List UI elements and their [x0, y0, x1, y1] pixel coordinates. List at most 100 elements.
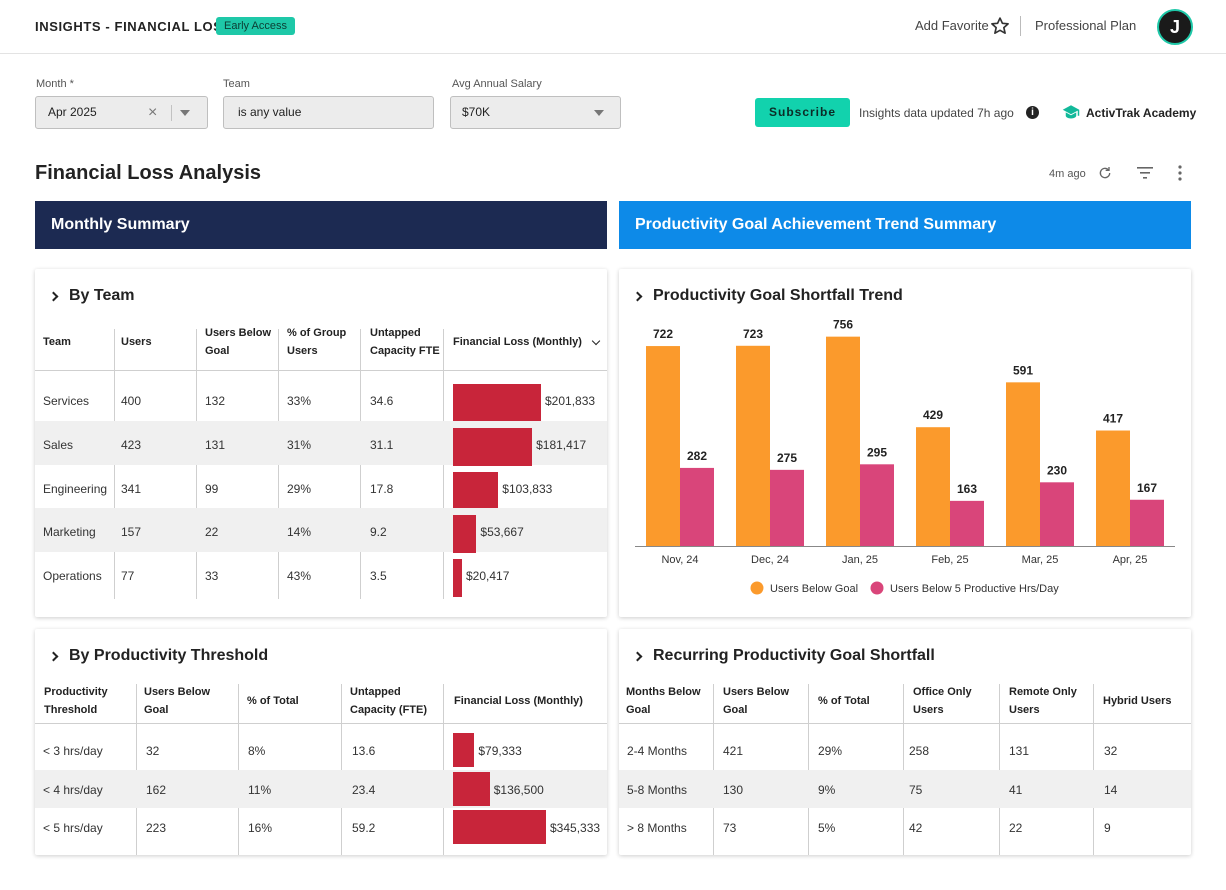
chevron-right-icon[interactable] [48, 651, 59, 662]
cell-threshold: < 3 hrs/day [43, 744, 103, 758]
cell-months: 2-4 Months [627, 744, 688, 758]
chart-data-label: 723 [743, 327, 763, 341]
by-team-title: By Team [69, 287, 135, 304]
col-header-office-only[interactable]: Office Only Users [913, 686, 972, 716]
chart-tick-label: Jan, 25 [842, 554, 878, 566]
chart-data-label: 722 [653, 327, 673, 341]
team-label: Team [223, 78, 250, 90]
cell-users: 341 [121, 481, 142, 496]
cell-team: Marketing [43, 525, 96, 540]
col-header-remote-only[interactable]: Remote Only Users [1009, 686, 1077, 716]
month-label: Month * [36, 78, 74, 90]
cell-pct-total: 16% [248, 821, 273, 835]
col-header-threshold[interactable]: Productivity Threshold [44, 686, 108, 716]
cell-untapped-fte: 59.2 [352, 821, 376, 835]
legend-entry: Users Below 5 Productive Hrs/Day [890, 583, 1059, 595]
chart-data-label: 275 [777, 451, 797, 465]
by-threshold-card: By Productivity Threshold Productivity T… [35, 629, 607, 855]
cell-untapped-fte: 34.6 [370, 394, 394, 408]
cell-financial-loss: $79,333 [478, 744, 522, 758]
legend-entry: Users Below Goal [770, 583, 858, 595]
header-divider [619, 723, 1191, 724]
avatar[interactable]: J [1157, 9, 1193, 45]
chevron-right-icon[interactable] [632, 651, 643, 662]
more-vertical-icon[interactable] [1175, 165, 1185, 181]
chevron-right-icon[interactable] [48, 291, 59, 302]
add-favorite-link[interactable]: Add Favorite [915, 18, 989, 33]
team-select[interactable]: is any value [223, 96, 434, 129]
financial-loss-bar [453, 559, 462, 598]
cell-pct-total: 5% [818, 821, 836, 835]
cell-untapped-fte: 3.5 [370, 569, 387, 584]
cell-pct-total: 9% [818, 782, 836, 797]
cell-users: 423 [121, 437, 142, 452]
select-divider [171, 105, 172, 121]
col-header-pct-total[interactable]: % of Total [818, 695, 870, 707]
financial-loss-bar [453, 427, 533, 466]
chart-bar [826, 336, 860, 546]
col-header-users-below-goal[interactable]: Users Below Goal [723, 686, 790, 716]
cell-remote-only: 22 [1009, 821, 1023, 835]
cell-office-only: 258 [909, 744, 930, 758]
chart-data-label: 417 [1103, 412, 1123, 426]
cell-financial-loss: $181,417 [536, 437, 587, 452]
cell-financial-loss: $53,667 [480, 525, 524, 540]
chevron-down-icon[interactable] [180, 110, 190, 116]
chart-data-label: 230 [1047, 463, 1067, 477]
cell-threshold: < 4 hrs/day [43, 782, 103, 797]
cell-months: > 8 Months [627, 821, 687, 835]
refresh-icon[interactable] [1097, 165, 1113, 181]
col-header-months[interactable]: Months Below Goal [626, 686, 701, 716]
cell-financial-loss: $136,500 [493, 782, 544, 797]
clear-icon[interactable]: × [148, 104, 158, 121]
cell-users-below-goal: 22 [205, 525, 219, 540]
chart-bar [770, 469, 804, 546]
cell-team: Engineering [43, 481, 108, 496]
chart-tick-label: Feb, 25 [931, 554, 968, 566]
chart-tick-label: Dec, 24 [751, 554, 789, 566]
early-access-badge: Early Access [216, 17, 295, 35]
cell-users: 400 [121, 394, 142, 408]
chart-bar [950, 500, 984, 546]
col-header-pct-group[interactable]: % of Group Users [287, 327, 347, 357]
shortfall-trend-chart: 722 282 Nov, 24 723 275 Dec, 24 756 295 Jan, 25 4… [635, 318, 1175, 595]
cell-untapped-fte: 13.6 [352, 744, 376, 758]
data-updated-text: Insights data updated 7h ago [859, 106, 1014, 120]
info-icon[interactable]: i [1026, 106, 1039, 119]
cell-hybrid: 14 [1104, 782, 1118, 797]
row-background [35, 769, 607, 808]
col-header-users-below-goal[interactable]: Users Below Goal [144, 686, 211, 716]
cell-pct-total: 29% [818, 744, 843, 758]
sort-desc-icon[interactable] [591, 336, 601, 346]
cell-financial-loss: $345,333 [550, 821, 601, 835]
col-header-users[interactable]: Users [121, 336, 152, 348]
cell-users-below-goal: 73 [723, 821, 737, 835]
col-header-users-below-goal[interactable]: Users Below Goal [205, 327, 272, 357]
shortfall-trend-card: Productivity Goal Shortfall Trend 722 282… [619, 269, 1191, 617]
academy-link[interactable]: ActivTrak Academy [1086, 106, 1197, 120]
col-header-hybrid[interactable]: Hybrid Users [1103, 695, 1172, 707]
col-header-untapped-fte[interactable]: Untapped Capacity FTE [370, 327, 440, 357]
chevron-down-icon[interactable] [594, 110, 604, 116]
legend-marker [870, 581, 884, 595]
team-value: is any value [238, 105, 302, 119]
chart-data-label: 295 [867, 445, 887, 459]
subscribe-button[interactable]: Subscribe [755, 98, 850, 127]
cell-users-below-goal: 99 [205, 481, 219, 496]
chart-title: Productivity Goal Shortfall Trend [653, 287, 903, 304]
col-header-financial-loss[interactable]: Financial Loss (Monthly) [453, 336, 582, 348]
chart-tick-label: Nov, 24 [661, 554, 698, 566]
chart-tick-label: Mar, 25 [1022, 554, 1059, 566]
cell-untapped-fte: 17.8 [370, 481, 394, 496]
star-icon[interactable] [990, 16, 1010, 36]
col-header-untapped-fte[interactable]: Untapped Capacity (FTE) [350, 686, 428, 716]
col-header-financial-loss[interactable]: Financial Loss (Monthly) [454, 695, 583, 707]
filter-icon[interactable] [1137, 167, 1153, 179]
legend-marker [750, 581, 764, 595]
salary-select[interactable]: $70K [450, 96, 621, 129]
plan-link[interactable]: Professional Plan [1035, 18, 1137, 33]
chart-data-label: 282 [687, 449, 707, 463]
col-header-pct-total[interactable]: % of Total [247, 695, 299, 707]
col-header-team[interactable]: Team [43, 336, 71, 348]
month-select[interactable]: Apr 2025 × [35, 96, 208, 129]
